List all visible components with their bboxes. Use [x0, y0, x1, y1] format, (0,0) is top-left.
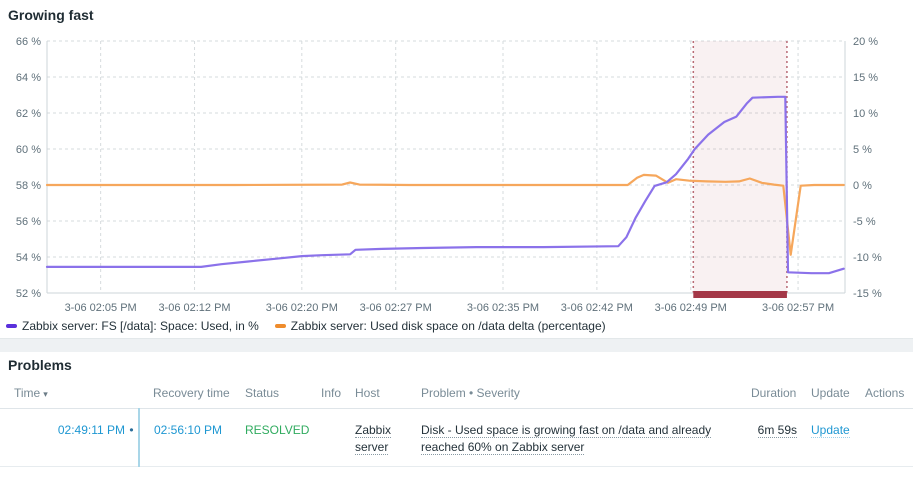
- orange-series-marker-icon: [274, 324, 286, 328]
- y-left-tick-label: 54 %: [16, 252, 41, 264]
- x-tick-label: 3-06 02:27 PM: [360, 302, 432, 314]
- series-line: [45, 95, 845, 275]
- chart-legend: Zabbix server: FS [/data]: Space: Used, …: [6, 319, 606, 333]
- trend-chart[interactable]: 66 % 64 % 62 % 60 % 58 % 56 % 54 % 52 % 20 % 15 %…: [0, 30, 913, 318]
- column-header-status: Status: [245, 386, 280, 400]
- cell-time: 02:49:11 PM •: [0, 408, 139, 467]
- legend-label: Zabbix server: FS [/data]: Space: Used, …: [22, 319, 259, 333]
- y-left-tick-label: 56 %: [16, 216, 41, 228]
- cell-info: [307, 408, 341, 467]
- y-right-tick-label: 0 %: [853, 180, 872, 192]
- legend-label: Zabbix server: Used disk space on /data …: [290, 319, 606, 333]
- update-link[interactable]: Update: [811, 423, 850, 438]
- y-left-tick-label: 58 %: [16, 180, 41, 192]
- x-tick-label: 3-06 02:05 PM: [65, 302, 137, 314]
- cell-update: Update: [797, 408, 851, 467]
- y-right-tick-label: 20 %: [853, 36, 878, 48]
- status-resolved-label[interactable]: RESOLVED: [245, 423, 310, 437]
- x-tick-label: 3-06 02:42 PM: [561, 302, 633, 314]
- x-tick-label: 3-06 02:57 PM: [762, 302, 834, 314]
- problems-widget-title: Problems: [8, 357, 72, 373]
- y-left-tick-label: 62 %: [16, 108, 41, 120]
- y-right-tick-label: -10 %: [853, 252, 882, 264]
- column-header-update: Update: [811, 386, 850, 400]
- y-left-tick-label: 64 %: [16, 72, 41, 84]
- column-header-info: Info: [321, 386, 341, 400]
- series-line: [45, 173, 845, 256]
- graph-widget-title: Growing fast: [8, 7, 94, 23]
- y-left-tick-label: 52 %: [16, 288, 41, 300]
- timeline-dot-icon: •: [129, 423, 134, 437]
- host-link[interactable]: Zabbix server: [355, 423, 392, 455]
- cell-actions: [851, 408, 913, 467]
- y-right-tick-label: 15 %: [853, 72, 878, 84]
- sort-desc-icon: ▾: [43, 389, 48, 399]
- y-left-tick-label: 66 %: [16, 36, 41, 48]
- x-tick-label: 3-06 02:49 PM: [655, 302, 727, 314]
- problem-row: 02:49:11 PM • 02:56:10 PM RESOLVED Zabbix…: [0, 408, 913, 467]
- event-time-link[interactable]: 02:49:11 PM: [57, 423, 125, 437]
- problem-band: [692, 41, 788, 293]
- column-header-time[interactable]: Time▾.: [14, 386, 48, 400]
- legend-item-used-space: Zabbix server: FS [/data]: Space: Used, …: [6, 319, 259, 333]
- column-header-recovery-time: Recovery time: [153, 386, 230, 400]
- y-right-tick-label: -5 %: [853, 216, 876, 228]
- x-tick-label: 3-06 02:20 PM: [266, 302, 338, 314]
- column-header-actions: Actions: [865, 386, 905, 400]
- y-right-tick-label: -15 %: [853, 288, 882, 300]
- legend-item-delta: Zabbix server: Used disk space on /data …: [274, 319, 606, 333]
- column-header-duration: Duration: [751, 386, 797, 400]
- problems-header-row: Time▾. Recovery time Status Info Host Pr…: [0, 382, 913, 409]
- problem-name-link[interactable]: Disk - Used space is growing fast on /da…: [421, 423, 712, 455]
- problem-duration-bar: [693, 291, 787, 298]
- recovery-time-link[interactable]: 02:56:10 PM: [154, 423, 223, 437]
- cell-status: RESOLVED: [231, 408, 310, 467]
- cell-duration: 6m 59s: [737, 408, 797, 467]
- y-right-tick-label: 5 %: [853, 144, 872, 156]
- cell-problem: Disk - Used space is growing fast on /da…: [407, 408, 737, 467]
- widget-separator: [0, 338, 913, 352]
- x-tick-label: 3-06 02:35 PM: [467, 302, 539, 314]
- purple-series-marker-icon: [6, 324, 17, 328]
- y-left-tick-label: 60 %: [16, 144, 41, 156]
- column-header-problem-severity: Problem • Severity: [421, 386, 520, 400]
- cell-host: Zabbix server: [341, 408, 407, 467]
- cell-recovery-time: 02:56:10 PM: [138, 408, 231, 467]
- column-header-host: Host: [355, 386, 380, 400]
- problems-table: Time▾. Recovery time Status Info Host Pr…: [0, 382, 913, 467]
- x-tick-label: 3-06 02:12 PM: [158, 302, 230, 314]
- duration-value[interactable]: 6m 59s: [757, 423, 797, 438]
- y-right-tick-label: 10 %: [853, 108, 878, 120]
